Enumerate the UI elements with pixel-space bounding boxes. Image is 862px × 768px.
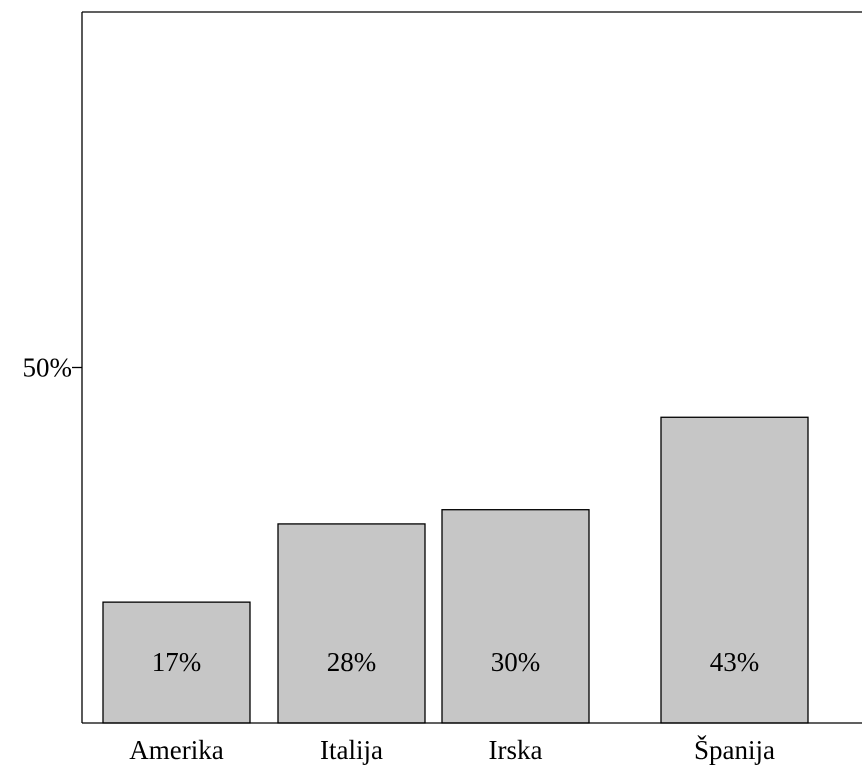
bar-amerika (102, 601, 251, 724)
ticks-layer: 50% (23, 353, 82, 383)
data-label-spanija: 43% (710, 647, 760, 677)
labels-layer: 17% Amerika 28% Italija 30% Irska 43% Španija (129, 647, 775, 765)
data-label-amerika: 17% (152, 647, 202, 677)
bar-italija (277, 523, 426, 724)
y-tick-label-50: 50% (23, 353, 73, 383)
x-tick-label-irska: Irska (489, 735, 543, 765)
x-tick-label-italija: Italija (320, 735, 383, 765)
bar-irska (441, 509, 590, 724)
x-tick-label-amerika: Amerika (129, 735, 223, 765)
data-label-italija: 28% (327, 647, 377, 677)
bars-layer (102, 416, 809, 724)
x-tick-label-spanija: Španija (694, 735, 775, 765)
data-label-irska: 30% (491, 647, 541, 677)
bar-spanija (660, 416, 809, 724)
